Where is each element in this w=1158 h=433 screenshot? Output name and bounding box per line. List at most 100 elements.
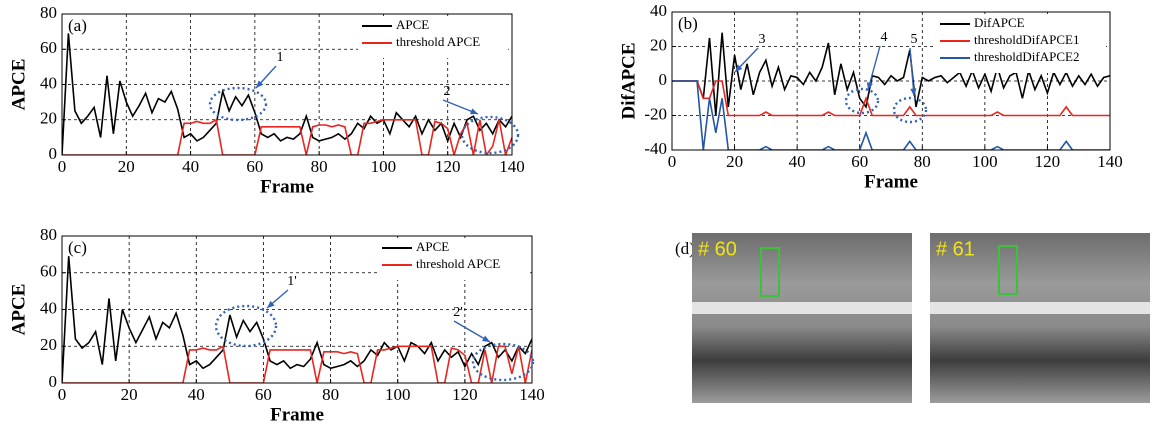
x-tick-label: 0 (58, 385, 67, 404)
annotation: 4 (881, 30, 888, 45)
highlight-ellipse (460, 115, 520, 155)
plot-frame (671, 11, 1111, 151)
annotation: 1' (287, 274, 297, 289)
x-axis-label: Frame (260, 176, 314, 197)
frame-label: # 61 (936, 238, 975, 260)
annotation-arrow (867, 45, 881, 91)
series-line (62, 33, 512, 155)
y-tick-label: 20 (40, 109, 57, 128)
panel-label: (a) (68, 16, 87, 35)
y-tick-label: -20 (644, 104, 667, 123)
x-tick-label: 60 (851, 152, 868, 171)
highlight-ellipse (208, 86, 268, 122)
x-tick-label: 140 (499, 157, 525, 176)
legend-label: threshold APCE (416, 256, 500, 271)
x-tick-label: 0 (668, 152, 677, 171)
y-tick-label: -40 (644, 139, 667, 158)
x-tick-label: 20 (121, 385, 138, 404)
photo-61 (930, 233, 1150, 403)
legend-label: thresholdDifAPCE1 (974, 32, 1079, 47)
x-axis-label: Frame (864, 171, 918, 192)
arrow-head (866, 82, 873, 90)
y-axis-label: APCE (8, 284, 29, 336)
legend-label: DifAPCE (974, 15, 1025, 30)
highlight-ellipse (844, 87, 880, 115)
y-tick-label: 40 (650, 1, 667, 20)
x-tick-label: 0 (58, 157, 67, 176)
arrow-head (256, 80, 264, 88)
track-box (760, 247, 780, 297)
legend-label: APCE (416, 239, 449, 254)
x-tick-label: 140 (519, 385, 545, 404)
x-tick-label: 80 (322, 385, 339, 404)
y-tick-label: 80 (40, 225, 57, 244)
annotation: 2' (453, 305, 463, 320)
panel-label: (c) (68, 238, 87, 257)
y-tick-label: 40 (40, 73, 57, 92)
y-axis-label: APCE (8, 59, 29, 111)
x-tick-label: 20 (118, 157, 135, 176)
y-tick-label: 60 (40, 262, 57, 281)
annotation: 1 (277, 50, 284, 65)
series-line (672, 32, 1110, 116)
crosswalk (930, 302, 1150, 314)
x-tick-label: 100 (371, 157, 397, 176)
frame-label: # 60 (698, 238, 737, 260)
plot-frame (61, 13, 513, 156)
arrow-head (470, 108, 478, 115)
photo (692, 233, 912, 403)
x-tick-label: 120 (452, 385, 478, 404)
legend-label: APCE (396, 17, 429, 32)
highlight-ellipse (214, 304, 278, 348)
x-tick-label: 80 (914, 152, 931, 171)
y-axis-label: DifAPCE (618, 42, 639, 119)
x-tick-label: 20 (726, 152, 743, 171)
annotation: 3 (759, 32, 766, 47)
series-line (62, 256, 532, 383)
y-tick-label: 20 (650, 35, 667, 54)
series-line (62, 345, 532, 383)
y-tick-label: 0 (49, 144, 58, 163)
y-tick-label: 0 (49, 372, 58, 391)
x-tick-label: 120 (1035, 152, 1061, 171)
x-tick-label: 60 (246, 157, 263, 176)
panel-label: (d) (675, 239, 695, 258)
y-tick-label: 0 (659, 70, 668, 89)
track-box (998, 245, 1018, 295)
arrow-head (267, 300, 275, 308)
photo-60 (692, 233, 912, 403)
y-tick-label: 40 (40, 298, 57, 317)
x-tick-label: 60 (255, 385, 272, 404)
x-tick-label: 40 (789, 152, 806, 171)
arrow-head (735, 64, 743, 72)
panel-label: (b) (678, 14, 698, 33)
legend-label: threshold APCE (396, 34, 480, 49)
photo (930, 233, 1150, 403)
series-line (672, 80, 1110, 117)
arrow-head (482, 335, 490, 342)
arrow-head (910, 88, 917, 96)
crosswalk (692, 302, 912, 314)
x-tick-label: 40 (188, 385, 205, 404)
annotation: 2 (444, 84, 451, 99)
legend-label: thresholdDifAPCE2 (974, 49, 1079, 64)
y-tick-label: 20 (40, 335, 57, 354)
x-tick-label: 80 (311, 157, 328, 176)
highlight-ellipse (471, 342, 535, 382)
highlight-ellipse (892, 96, 928, 124)
series-line (62, 118, 512, 155)
x-tick-label: 140 (1097, 152, 1123, 171)
legend-box (378, 238, 528, 280)
x-tick-label: 100 (972, 152, 998, 171)
x-tick-label: 40 (182, 157, 199, 176)
x-tick-label: 100 (385, 385, 411, 404)
annotation: 5 (911, 32, 918, 47)
y-tick-label: 80 (40, 3, 57, 22)
plot-frame (61, 235, 533, 384)
annotation-arrow (909, 47, 915, 97)
x-axis-label: Frame (270, 404, 324, 425)
legend-box (358, 16, 508, 58)
x-tick-label: 120 (435, 157, 461, 176)
